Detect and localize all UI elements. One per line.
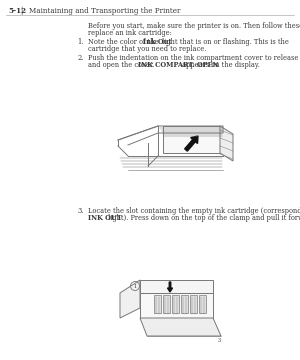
Text: Ink Out: Ink Out: [143, 38, 172, 46]
Bar: [199, 295, 206, 313]
Polygon shape: [140, 293, 213, 318]
Text: replace an ink cartridge:: replace an ink cartridge:: [88, 29, 172, 37]
Text: light that is on or flashing. This is the: light that is on or flashing. This is th…: [160, 38, 290, 46]
Text: light). Press down on the top of the clamp and pull it forward.: light). Press down on the top of the cla…: [106, 214, 300, 222]
Text: 3: 3: [218, 338, 220, 343]
Polygon shape: [163, 126, 220, 153]
Text: Note the color of the: Note the color of the: [88, 38, 160, 46]
FancyArrow shape: [185, 136, 198, 151]
Text: │  Maintaining and Transporting the Printer: │ Maintaining and Transporting the Print…: [20, 7, 180, 15]
Text: Before you start, make sure the printer is on. Then follow these steps to: Before you start, make sure the printer …: [88, 22, 300, 30]
Text: 5-12: 5-12: [8, 7, 26, 15]
Text: cartridge that you need to replace.: cartridge that you need to replace.: [88, 45, 206, 53]
Polygon shape: [140, 280, 213, 293]
Bar: [163, 295, 170, 313]
Text: appears on the display.: appears on the display.: [181, 61, 260, 69]
Bar: [172, 295, 179, 313]
Text: 3.: 3.: [77, 207, 83, 215]
FancyArrow shape: [167, 282, 172, 292]
Bar: [154, 295, 161, 313]
Polygon shape: [220, 126, 233, 161]
Text: INK COMPART. OPEN: INK COMPART. OPEN: [138, 61, 219, 69]
Text: 2.: 2.: [77, 54, 83, 62]
Text: Locate the slot containing the empty ink cartridge (corresponding to the: Locate the slot containing the empty ink…: [88, 207, 300, 215]
Text: INK OUT: INK OUT: [88, 214, 122, 222]
Polygon shape: [120, 280, 140, 318]
Bar: [190, 295, 197, 313]
Text: 1.: 1.: [77, 38, 83, 46]
Bar: [181, 295, 188, 313]
Polygon shape: [140, 318, 221, 336]
Text: Push the indentation on the ink compartment cover to release the lock: Push the indentation on the ink compartm…: [88, 54, 300, 62]
Text: 1: 1: [134, 284, 136, 288]
Text: and open the cover.: and open the cover.: [88, 61, 157, 69]
